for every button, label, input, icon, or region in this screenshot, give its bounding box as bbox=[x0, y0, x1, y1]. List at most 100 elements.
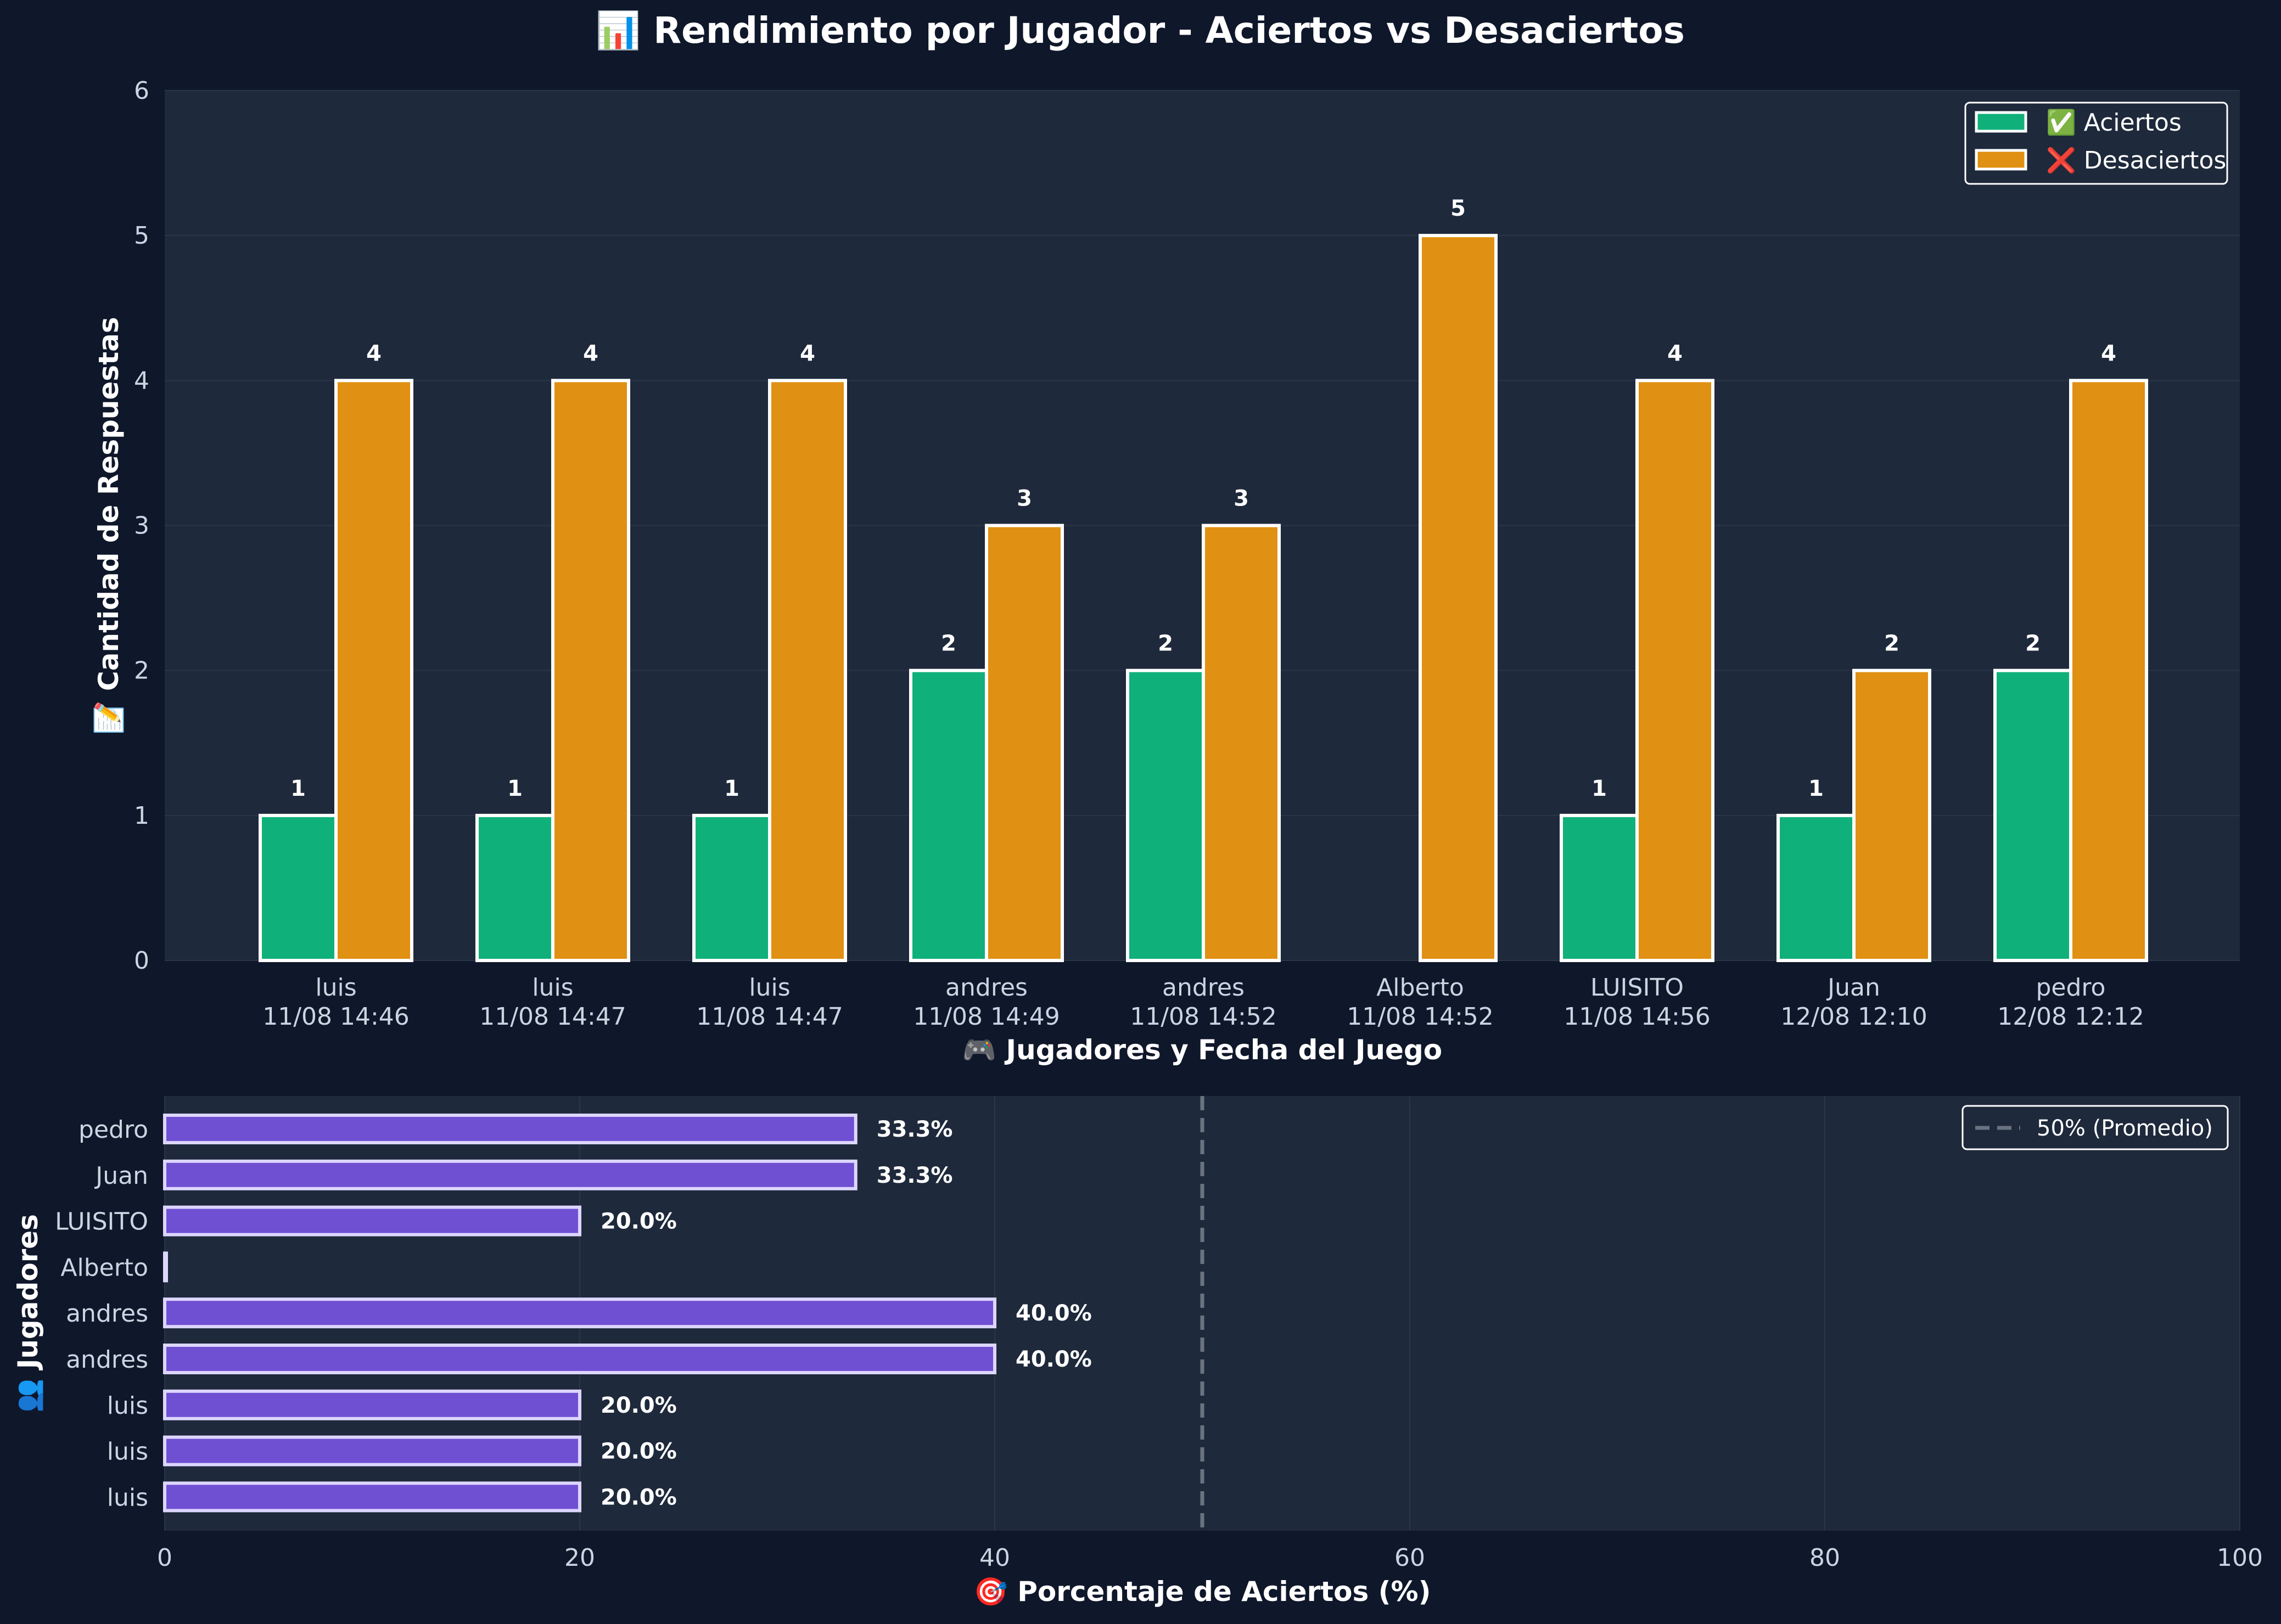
percent-chart-legend-box bbox=[1961, 1105, 2229, 1150]
percent-chart-legend: 50% (Promedio) bbox=[1961, 1105, 2229, 1150]
data-label-percent: 40.0% bbox=[1016, 1347, 1092, 1372]
percent-chart-bars bbox=[163, 1114, 996, 1513]
y-tick-label-player: pedro bbox=[79, 1116, 148, 1144]
y-tick-label-player: andres bbox=[66, 1300, 148, 1328]
legend-label-desaciertos: ❌ Desaciertos bbox=[2046, 147, 2226, 175]
percent-chart-y-axis-label: 👥 Jugadores bbox=[12, 1214, 44, 1413]
data-label-desaciertos: 4 bbox=[800, 341, 815, 366]
data-label-desaciertos: 4 bbox=[366, 341, 382, 366]
bar-desaciertos bbox=[551, 379, 630, 962]
data-label-percent: 20.0% bbox=[601, 1485, 677, 1510]
bar-aciertos bbox=[259, 813, 338, 963]
bar-desaciertos bbox=[985, 524, 1064, 962]
bar-aciertos bbox=[692, 813, 771, 963]
x-tick-label-player: pedro bbox=[2036, 974, 2106, 1002]
x-tick-label-date: 11/08 14:52 bbox=[1130, 1003, 1277, 1031]
data-label-percent: 40.0% bbox=[1016, 1301, 1092, 1326]
aciertos-chart-legend-box bbox=[1964, 102, 2228, 185]
x-tick-label-player: LUISITO bbox=[1590, 974, 1684, 1002]
bar-aciertos bbox=[1126, 668, 1205, 962]
percent-chart: 0 20 40 60 80 100 pedro Juan LUISITO Alberto andr… bbox=[12, 1096, 2263, 1608]
data-label-percent: 33.3% bbox=[877, 1117, 953, 1142]
x-tick-label: 100 bbox=[2217, 1544, 2263, 1572]
x-tick-label-player: luis bbox=[315, 974, 356, 1002]
y-tick-label: 1 bbox=[134, 802, 149, 830]
y-tick-label-player: Alberto bbox=[60, 1254, 148, 1282]
data-label-percent: 20.0% bbox=[601, 1209, 677, 1234]
legend-label-aciertos: ✅ Aciertos bbox=[2046, 109, 2182, 137]
bar-desaciertos bbox=[768, 379, 847, 962]
bar-desaciertos bbox=[1635, 379, 1714, 962]
bar-percent bbox=[163, 1297, 996, 1329]
data-label-percent: 20.0% bbox=[601, 1393, 677, 1418]
legend-swatch-aciertos bbox=[1975, 111, 2027, 133]
data-label-desaciertos: 3 bbox=[1234, 486, 1249, 512]
percent-chart-x-axis-label: 🎯 Porcentaje de Aciertos (%) bbox=[974, 1576, 1431, 1608]
aciertos-chart-y-axis-label: 📝 Cantidad de Respuestas bbox=[93, 317, 125, 734]
y-tick-label-player: LUISITO bbox=[55, 1208, 148, 1236]
y-tick-label-player: andres bbox=[66, 1346, 148, 1374]
x-tick-label-date: 11/08 14:49 bbox=[913, 1003, 1060, 1031]
x-tick-label: 60 bbox=[1394, 1544, 1425, 1572]
aciertos-chart-y-axis: 0 1 2 3 4 5 6 bbox=[134, 77, 149, 975]
bar-aciertos bbox=[1993, 668, 2072, 962]
bar-percent bbox=[163, 1159, 858, 1190]
legend-label-reference-line: 50% (Promedio) bbox=[2037, 1116, 2213, 1141]
y-tick-label-player: luis bbox=[107, 1483, 148, 1511]
y-tick-label: 0 bbox=[134, 947, 149, 975]
y-tick-label-player: luis bbox=[107, 1392, 148, 1420]
legend-swatch-desaciertos bbox=[1975, 149, 2027, 171]
bar-percent bbox=[163, 1435, 581, 1466]
x-tick-label-player: Juan bbox=[1826, 974, 1880, 1002]
y-tick-label: 2 bbox=[134, 657, 149, 685]
bar-percent bbox=[163, 1251, 168, 1283]
bar-aciertos bbox=[909, 668, 988, 962]
data-label-aciertos: 1 bbox=[724, 776, 739, 801]
aciertos-chart-x-axis-label: 🎮 Jugadores y Fecha del Juego bbox=[962, 1034, 1442, 1066]
y-tick-label-player: luis bbox=[107, 1438, 148, 1466]
percent-chart-data-labels: 33.3% 33.3% 20.0% 40.0% 40.0% 20.0% 20.0% 20.0% bbox=[601, 1117, 1092, 1510]
data-label-desaciertos: 4 bbox=[583, 341, 598, 366]
bar-aciertos bbox=[1776, 813, 1856, 963]
x-tick-label-player: andres bbox=[1162, 974, 1245, 1002]
x-tick-label-date: 11/08 14:46 bbox=[262, 1003, 410, 1031]
percent-chart-x-axis: 0 20 40 60 80 100 bbox=[157, 1544, 2263, 1572]
x-tick-label: 20 bbox=[564, 1544, 595, 1572]
aciertos-chart-data-labels: 1 4 1 4 1 4 2 3 2 3 5 1 4 1 2 2 4 bbox=[290, 196, 2116, 801]
y-tick-label: 4 bbox=[134, 367, 149, 395]
x-tick-label-date: 11/08 14:52 bbox=[1347, 1003, 1494, 1031]
x-tick-label: 40 bbox=[979, 1544, 1010, 1572]
data-label-aciertos: 2 bbox=[1158, 631, 1173, 656]
bar-aciertos bbox=[1560, 813, 1639, 963]
data-label-percent: 20.0% bbox=[601, 1439, 677, 1464]
data-label-desaciertos: 4 bbox=[2101, 341, 2116, 366]
y-tick-label: 5 bbox=[134, 222, 149, 250]
bar-desaciertos bbox=[334, 379, 413, 962]
y-tick-label: 3 bbox=[134, 512, 149, 540]
data-label-aciertos: 2 bbox=[2025, 631, 2041, 656]
y-tick-label: 6 bbox=[134, 77, 149, 105]
data-label-aciertos: 1 bbox=[290, 776, 306, 801]
x-tick-label-date: 12/08 12:10 bbox=[1780, 1003, 1927, 1031]
data-label-desaciertos: 3 bbox=[1017, 486, 1032, 512]
x-tick-label-player: luis bbox=[532, 974, 573, 1002]
main-chart-title: 📊 Rendimiento por Jugador - Aciertos vs … bbox=[596, 9, 1685, 52]
x-tick-label: 80 bbox=[1809, 1544, 1840, 1572]
bar-percent bbox=[163, 1389, 581, 1420]
percent-chart-y-axis: pedro Juan LUISITO Alberto andres andres luis l… bbox=[55, 1116, 148, 1511]
data-label-aciertos: 1 bbox=[507, 776, 523, 801]
aciertos-chart-legend: ✅ Aciertos ❌ Desaciertos bbox=[1964, 102, 2228, 185]
x-tick-label-player: Alberto bbox=[1376, 974, 1464, 1002]
data-label-aciertos: 1 bbox=[1591, 776, 1607, 801]
x-tick-label-date: 11/08 14:47 bbox=[479, 1003, 626, 1031]
x-tick-label-date: 12/08 12:12 bbox=[1997, 1003, 2144, 1031]
bar-percent bbox=[163, 1344, 996, 1374]
bar-percent bbox=[163, 1114, 858, 1144]
data-label-desaciertos: 5 bbox=[1450, 196, 1466, 221]
bar-desaciertos bbox=[2069, 379, 2148, 962]
data-label-aciertos: 2 bbox=[941, 631, 956, 656]
data-label-desaciertos: 4 bbox=[1667, 341, 1683, 366]
x-tick-label-player: andres bbox=[945, 974, 1028, 1002]
